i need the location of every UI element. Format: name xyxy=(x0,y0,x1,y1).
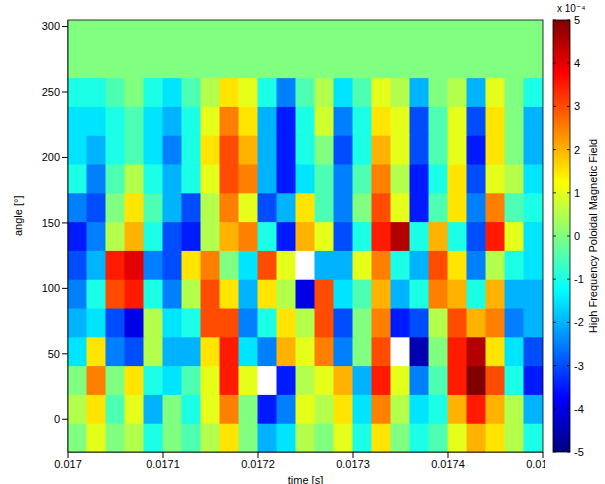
svg-text:200: 200 xyxy=(42,151,60,163)
svg-text:-4: -4 xyxy=(574,403,584,415)
svg-text:0.0171: 0.0171 xyxy=(146,458,180,470)
svg-text:0: 0 xyxy=(54,413,60,425)
svg-text:250: 250 xyxy=(42,86,60,98)
svg-text:0.0175: 0.0175 xyxy=(526,458,545,470)
svg-text:0.0172: 0.0172 xyxy=(241,458,275,470)
svg-text:0.017: 0.017 xyxy=(54,458,82,470)
svg-text:0.0174: 0.0174 xyxy=(431,458,465,470)
svg-text:5: 5 xyxy=(574,14,580,26)
svg-text:150: 150 xyxy=(42,217,60,229)
svg-text:4: 4 xyxy=(574,57,580,69)
svg-text:-5: -5 xyxy=(574,446,584,458)
svg-text:x 10⁻⁴: x 10⁻⁴ xyxy=(557,3,585,14)
svg-text:2: 2 xyxy=(574,144,580,156)
svg-text:1: 1 xyxy=(574,187,580,199)
svg-text:-3: -3 xyxy=(574,360,584,372)
svg-text:0.0173: 0.0173 xyxy=(336,458,370,470)
svg-text:High Frequency Poloidal Magnet: High Frequency Poloidal Magnetic Field xyxy=(587,139,599,333)
svg-text:-2: -2 xyxy=(574,316,584,328)
svg-text:time [s]: time [s] xyxy=(288,474,323,484)
svg-text:-1: -1 xyxy=(574,273,584,285)
svg-text:300: 300 xyxy=(42,20,60,32)
svg-text:100: 100 xyxy=(42,282,60,294)
svg-text:0: 0 xyxy=(574,230,580,242)
svg-text:50: 50 xyxy=(48,348,60,360)
svg-text:angle [°]: angle [°] xyxy=(12,196,24,236)
svg-text:3: 3 xyxy=(574,100,580,112)
